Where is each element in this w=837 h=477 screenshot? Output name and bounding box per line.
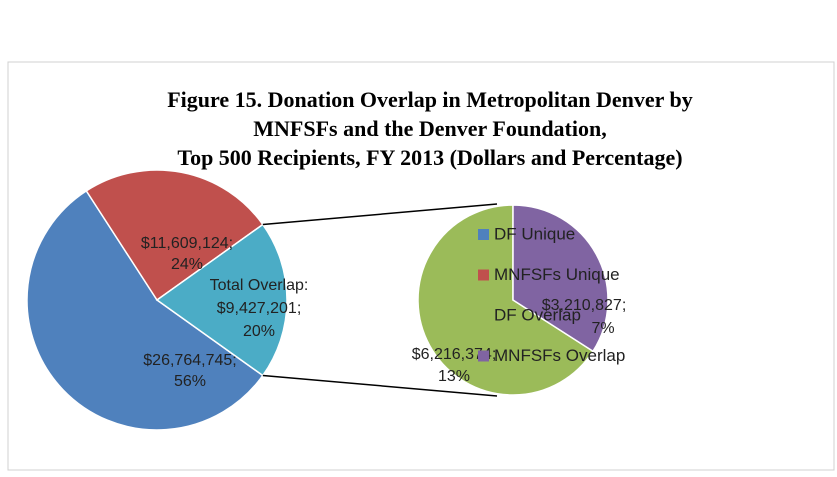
pie-slice xyxy=(85,169,264,302)
legend-label: MNFSFs Overlap xyxy=(494,346,625,365)
data-label: 13% xyxy=(438,368,470,385)
data-label: $3,210,827; xyxy=(542,297,627,314)
data-label: $9,427,201; xyxy=(217,300,302,317)
pie-slice xyxy=(155,223,288,377)
data-label: $6,216,374; xyxy=(412,346,497,363)
legend-swatch xyxy=(478,269,489,281)
legend-swatch xyxy=(478,229,489,240)
chart-title: Figure 15. Donation Overlap in Metropoli… xyxy=(167,87,693,112)
connector-line xyxy=(262,203,498,226)
legend-swatch xyxy=(478,310,489,321)
data-label: Total Overlap: xyxy=(210,277,309,294)
legend-swatch xyxy=(478,350,489,362)
legend-label: MNFSFs Unique xyxy=(494,265,620,284)
data-label: 7% xyxy=(591,320,614,337)
data-label: $11,609,124; xyxy=(141,235,233,252)
pie-slice xyxy=(512,204,609,353)
chart-title: MNFSFs and the Denver Foundation, xyxy=(253,116,606,141)
connector-line xyxy=(262,374,498,397)
data-label: $26,764,745; xyxy=(143,352,236,369)
chart-title: Top 500 Recipients, FY 2013 (Dollars and… xyxy=(177,145,682,170)
chart-frame xyxy=(7,61,835,471)
pie-slice xyxy=(26,189,264,431)
data-label: 24% xyxy=(171,256,203,273)
legend-label: DF Unique xyxy=(494,224,575,243)
pie-slice xyxy=(417,204,595,396)
data-label: 20% xyxy=(243,323,275,340)
data-label: 56% xyxy=(174,373,206,390)
legend-label: DF Overlap xyxy=(494,305,581,324)
